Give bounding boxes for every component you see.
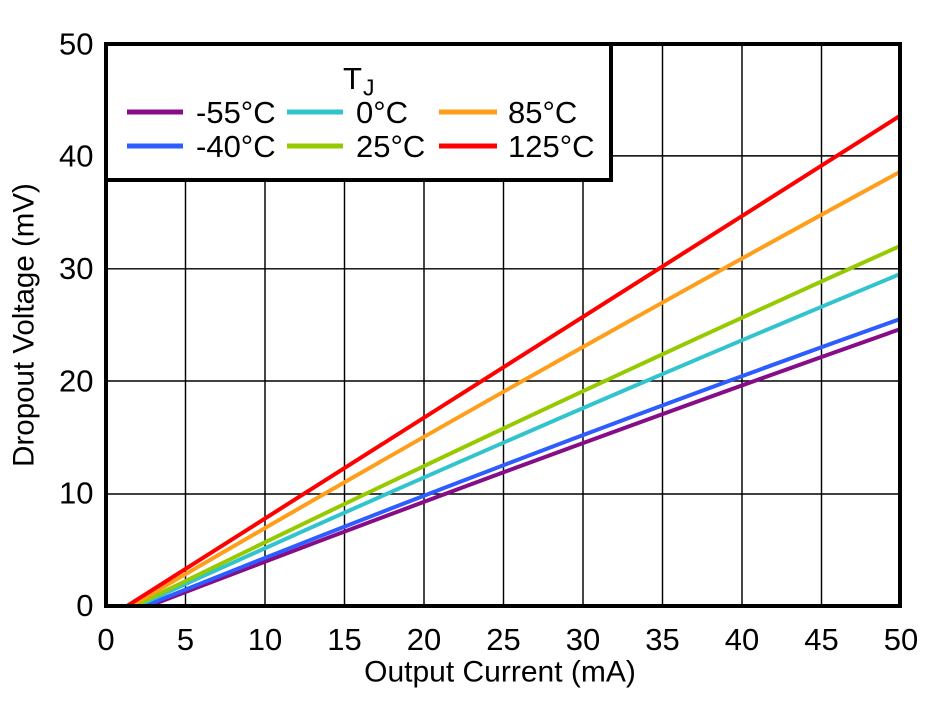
svg-text:20: 20 xyxy=(407,622,441,657)
svg-text:50: 50 xyxy=(884,622,918,657)
svg-text:10: 10 xyxy=(248,622,282,657)
svg-text:45: 45 xyxy=(804,622,838,657)
svg-text:T: T xyxy=(343,61,362,96)
svg-text:25°C: 25°C xyxy=(356,129,425,164)
svg-text:J: J xyxy=(363,75,375,101)
svg-text:40: 40 xyxy=(725,622,759,657)
svg-text:-40°C: -40°C xyxy=(196,129,276,164)
svg-text:0: 0 xyxy=(97,622,114,657)
svg-text:40: 40 xyxy=(59,139,93,174)
svg-text:30: 30 xyxy=(566,622,600,657)
svg-text:30: 30 xyxy=(59,251,93,286)
svg-text:0: 0 xyxy=(76,588,93,623)
svg-text:Output Current (mA): Output Current (mA) xyxy=(364,656,636,689)
svg-text:Dropout Voltage (mV): Dropout Voltage (mV) xyxy=(8,183,41,467)
svg-text:15: 15 xyxy=(327,622,361,657)
svg-text:20: 20 xyxy=(59,363,93,398)
svg-text:25: 25 xyxy=(486,622,520,657)
svg-text:5: 5 xyxy=(177,622,194,657)
svg-text:35: 35 xyxy=(645,622,679,657)
svg-text:50: 50 xyxy=(59,27,93,62)
svg-text:125°C: 125°C xyxy=(508,129,595,164)
svg-text:10: 10 xyxy=(59,476,93,511)
svg-text:85°C: 85°C xyxy=(508,95,577,130)
svg-text:0°C: 0°C xyxy=(356,95,408,130)
svg-text:-55°C: -55°C xyxy=(196,95,276,130)
